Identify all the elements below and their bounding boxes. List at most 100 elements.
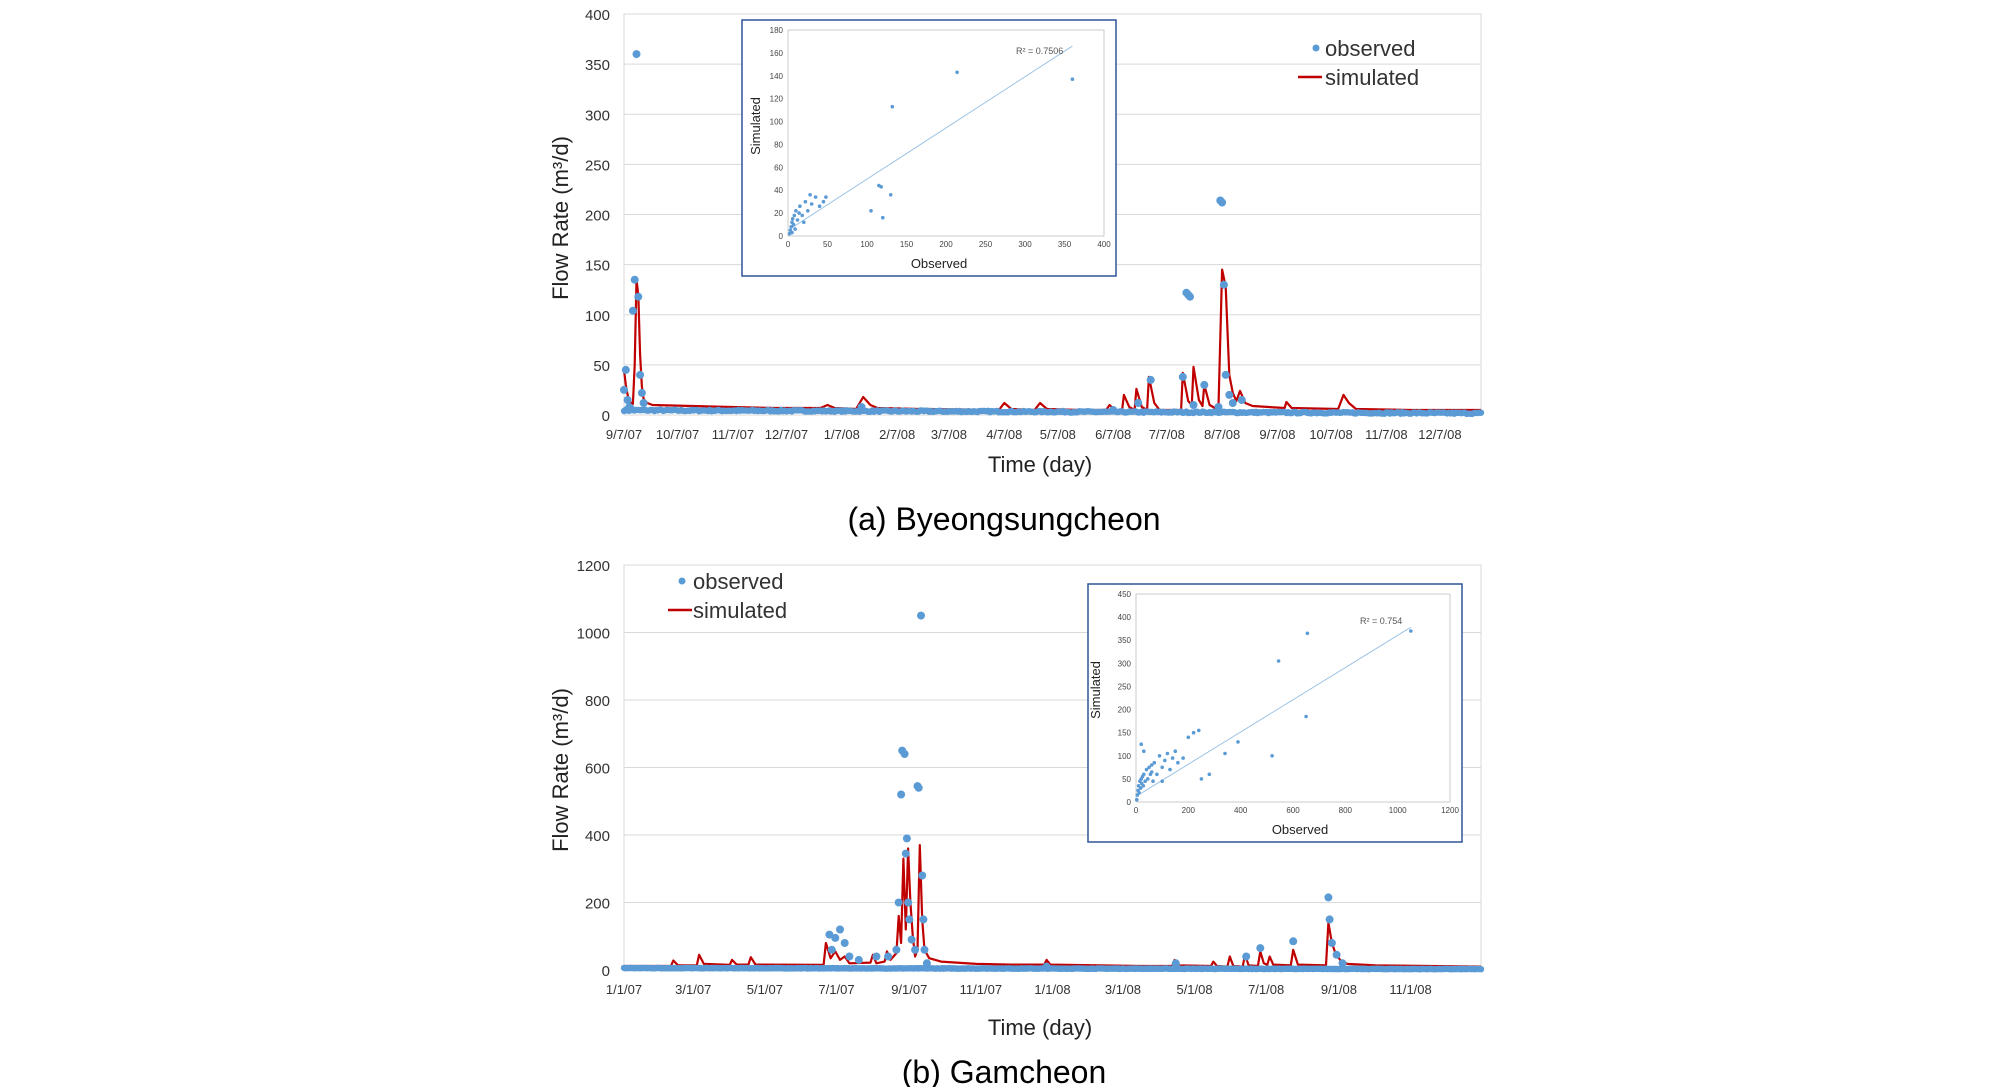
- observed-point: [907, 935, 916, 944]
- x-tick-label: 5/7/08: [1040, 427, 1076, 442]
- x-tick-label: 11/1/08: [1389, 982, 1431, 997]
- inset-y-tick-label: 250: [1118, 682, 1132, 691]
- observed-point: [900, 750, 909, 758]
- inset-point: [802, 220, 806, 225]
- observed-point: [620, 385, 628, 394]
- x-tick-label: 7/1/08: [1248, 982, 1284, 997]
- inset-point: [879, 185, 883, 189]
- inset-point: [1197, 728, 1201, 733]
- observed-point: [632, 50, 641, 59]
- y-tick-labels-a: 0 50 100 150 200 250 300 350 400: [585, 7, 610, 425]
- inset-point: [1151, 779, 1155, 783]
- simulated-line: [624, 843, 1482, 968]
- inset-point: [791, 222, 796, 227]
- legend-observed-marker-a: [1312, 44, 1320, 52]
- y-tick-label: 400: [585, 828, 610, 845]
- inset-axes-a: 0 20 40 60 80 100 120 140 160 180 0 50 100 150 200 250 3…: [770, 26, 1112, 249]
- inset-points-b: [1135, 629, 1413, 802]
- observed-point: [854, 955, 863, 964]
- inset-point: [1176, 760, 1180, 765]
- inset-point: [1223, 751, 1227, 756]
- x-tick-label: 1/7/08: [824, 427, 860, 442]
- observed-point: [1218, 198, 1227, 207]
- inset-x-tick-label: 150: [900, 240, 914, 249]
- observed-point: [1237, 396, 1246, 404]
- observed-point: [901, 849, 910, 858]
- inset-point: [790, 230, 794, 235]
- observed-point: [904, 898, 913, 907]
- inset-point: [1138, 786, 1143, 790]
- inset-point: [1149, 770, 1154, 774]
- inset-axes-b: 0 50 100 150 200 250 300 350 400 450 0 200 400 600 800…: [1118, 590, 1460, 815]
- inset-points-a: [787, 70, 1075, 236]
- y-tick-label: 250: [585, 157, 610, 174]
- inset-point: [1173, 749, 1178, 753]
- observed-point: [919, 915, 928, 924]
- inset-point: [1207, 772, 1212, 777]
- inset-point: [794, 209, 798, 213]
- inset-point: [1157, 754, 1162, 758]
- x-tick-label: 11/7/08: [1365, 427, 1407, 442]
- y-tick-label: 0: [602, 963, 610, 980]
- inset-point: [1143, 779, 1147, 783]
- inset-point: [803, 199, 808, 204]
- inset-x-tick-label: 1200: [1441, 806, 1459, 815]
- observed-point: [1178, 372, 1187, 381]
- inset-x-tick-label: 50: [823, 240, 832, 249]
- y-tick-label: 150: [585, 258, 610, 275]
- observed-point: [1214, 403, 1223, 411]
- legend-observed-marker-b: [678, 577, 686, 585]
- inset-x-tick-label: 600: [1286, 806, 1300, 815]
- inset-point: [1155, 772, 1159, 777]
- observed-point: [627, 405, 636, 413]
- inset-point: [1186, 735, 1191, 740]
- x-tick-label: 8/7/08: [1204, 427, 1240, 442]
- x-tick-label: 11/7/07: [712, 427, 754, 442]
- x-tick-label: 5/1/08: [1176, 982, 1212, 997]
- x-tick-label: 3/7/08: [931, 427, 967, 442]
- y-tick-label: 0: [602, 408, 610, 425]
- inset-y-tick-label: 140: [770, 72, 784, 81]
- observed-point: [1186, 292, 1194, 301]
- y-tick-label: 100: [585, 308, 610, 325]
- x-axis-label-b: Time (day): [988, 1015, 1092, 1040]
- inset-point: [1139, 742, 1143, 746]
- observed-point: [1200, 380, 1209, 389]
- inset-point: [1191, 730, 1196, 735]
- inset-point: [1147, 765, 1151, 770]
- inset-point: [888, 193, 893, 197]
- observed-point: [892, 945, 901, 954]
- y-tick-label: 300: [585, 107, 610, 124]
- observed-point: [1332, 950, 1341, 959]
- inset-point: [1142, 772, 1146, 777]
- caption-a: (a) Byeongsungcheon: [847, 501, 1160, 537]
- observed-point: [621, 365, 630, 374]
- observed-point: [911, 945, 920, 954]
- x-tick-label: 12/7/08: [1418, 427, 1461, 442]
- x-tick-label: 3/1/08: [1105, 982, 1141, 997]
- observed-point: [636, 370, 645, 379]
- y-tick-label: 1200: [577, 558, 610, 575]
- inset-point: [1142, 749, 1146, 753]
- x-tick-labels-b: 1/1/07 3/1/07 5/1/07 7/1/07 9/1/07 11/1/07 1/1…: [606, 982, 1432, 997]
- legend-simulated-label-b: simulated: [693, 598, 787, 623]
- observed-point: [836, 925, 844, 934]
- observed-point: [1242, 952, 1251, 961]
- inset-point: [1276, 659, 1281, 663]
- x-tick-label: 2/7/08: [879, 427, 915, 442]
- observed-point: [905, 915, 914, 924]
- observed-point: [1221, 370, 1230, 379]
- observed-point: [1338, 959, 1347, 968]
- inset-point: [795, 218, 800, 222]
- inset-scatter-b: 0 50 100 150 200 250 300 350 400 450 0 200 400 600 800…: [1087, 583, 1463, 843]
- observed-point: [827, 945, 836, 954]
- inset-r2-a: R² = 0.7506: [1016, 46, 1063, 56]
- observed-point: [1134, 399, 1143, 407]
- inset-point: [1141, 784, 1146, 788]
- inset-point: [813, 195, 818, 199]
- inset-ylabel-a: Simulated: [748, 97, 763, 155]
- inset-point: [1170, 756, 1175, 760]
- observed-point: [918, 871, 927, 880]
- inset-y-tick-label: 120: [770, 95, 784, 104]
